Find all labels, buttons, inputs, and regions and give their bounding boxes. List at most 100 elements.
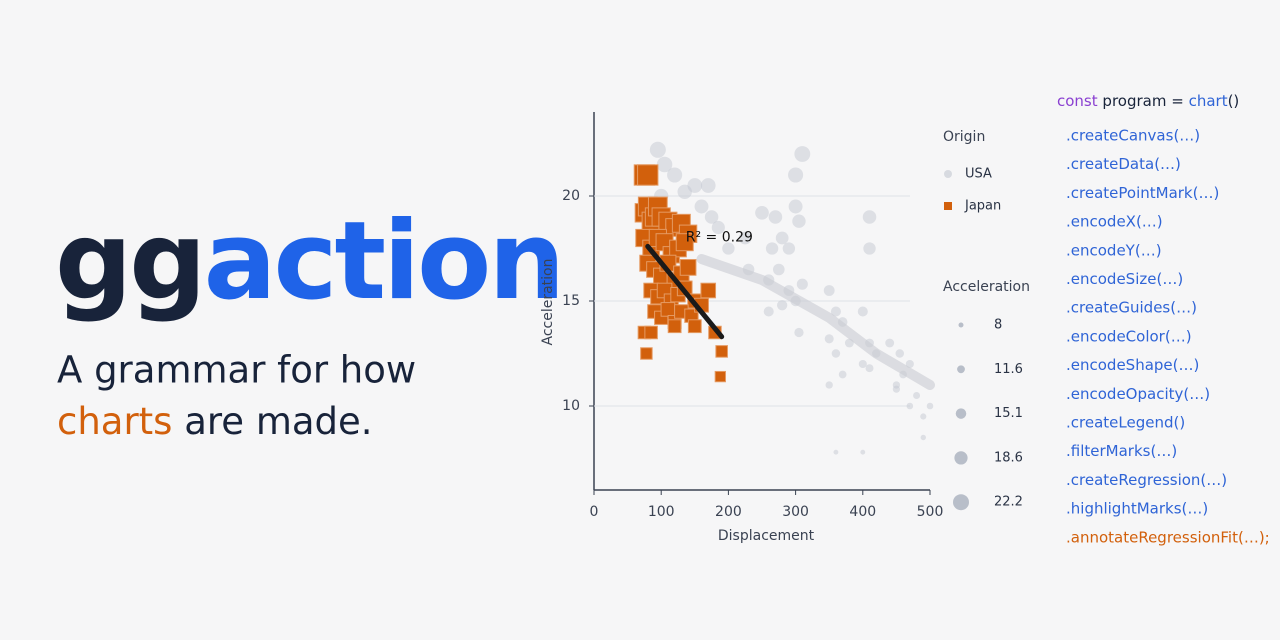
code-line: .createData(…) [1066,155,1181,173]
size-legend-label: 18.6 [994,450,1023,465]
code-line: .encodeY(…) [1066,241,1162,259]
point [794,146,811,162]
legend-symbol [944,170,952,178]
annotation: R² = 0.29 [686,229,753,245]
point [704,210,719,224]
point [687,178,703,193]
point [656,156,673,173]
tagline-highlight: charts [57,400,172,443]
x-tick-label: 300 [782,504,809,520]
point [755,205,769,220]
code-line: .encodeShape(…) [1066,356,1199,374]
point [660,302,676,317]
code-line: .encodeColor(…) [1066,327,1192,345]
x-axis-title: Displacement [718,528,815,544]
point [738,231,752,245]
point [865,364,874,373]
point [773,263,785,276]
legend-title: Origin [943,129,985,145]
logo: ggaction [55,199,562,324]
point [711,220,725,235]
tagline: charts are made. [57,400,373,443]
point [913,392,921,399]
point [700,178,716,193]
logo-action: action [204,199,563,324]
point [838,370,847,379]
point [857,306,868,317]
point [649,141,666,158]
point [667,319,682,334]
size-legend-label: 22.2 [994,495,1023,510]
point [637,164,659,186]
code-line: .encodeX(…) [1066,213,1163,231]
point [860,449,866,455]
point [788,199,803,214]
point [831,349,841,358]
code-line: .createCanvas(…) [1066,127,1200,145]
point [679,259,697,276]
point [792,214,806,228]
point [825,381,833,389]
point [700,282,717,299]
point [895,349,905,358]
code-tail: () [1228,92,1240,110]
point [788,167,804,183]
tagline: A grammar for how [57,349,416,392]
point [824,334,834,344]
legend-symbol [944,202,952,210]
point [667,167,683,183]
regression-line [645,243,725,340]
point [675,233,694,252]
point [858,359,867,369]
x-tick-label: 100 [648,504,675,520]
code-keyword: const [1057,92,1098,110]
point [823,285,835,296]
point [833,449,839,455]
code-line: .highlightMarks(…) [1066,500,1208,518]
point [830,306,841,317]
code-line: .createRegression(…) [1066,471,1227,489]
code-call: chart [1189,92,1228,110]
point [687,319,702,334]
legend-label: USA [965,167,992,182]
point [892,385,900,393]
regression-line [696,254,935,390]
code-line: .annotateRegressionFit(…); [1066,528,1270,546]
point [920,413,927,420]
point [768,210,783,224]
size-legend-symbol [957,365,965,374]
y-axis-title: Acceleration [540,259,556,346]
size-legend-label: 8 [994,318,1002,333]
point [862,210,877,224]
y-tick-label: 15 [562,293,580,309]
code-line: .encodeOpacity(…) [1066,385,1210,403]
size-legend-title: Acceleration [943,279,1030,295]
point [920,434,926,441]
point [715,345,728,358]
size-legend-symbol [955,408,967,419]
point [775,231,789,245]
point [694,199,709,214]
point [763,306,774,317]
logo-gg: gg [55,199,204,324]
point [863,242,876,255]
size-legend-label: 15.1 [994,406,1023,421]
x-tick-label: 500 [917,504,944,520]
code-line: .filterMarks(…) [1066,442,1177,460]
point [765,242,779,255]
size-legend-label: 11.6 [994,362,1023,377]
point [906,402,914,410]
point [777,300,788,311]
point [905,359,914,369]
point [782,242,796,255]
code-line: .createLegend() [1066,414,1185,432]
y-tick-label: 10 [562,398,580,414]
x-tick-label: 200 [715,504,742,520]
x-tick-label: 400 [849,504,876,520]
point [885,338,895,348]
point [722,242,735,255]
code-line: .createPointMark(…) [1066,184,1219,202]
x-tick-label: 0 [590,504,599,520]
